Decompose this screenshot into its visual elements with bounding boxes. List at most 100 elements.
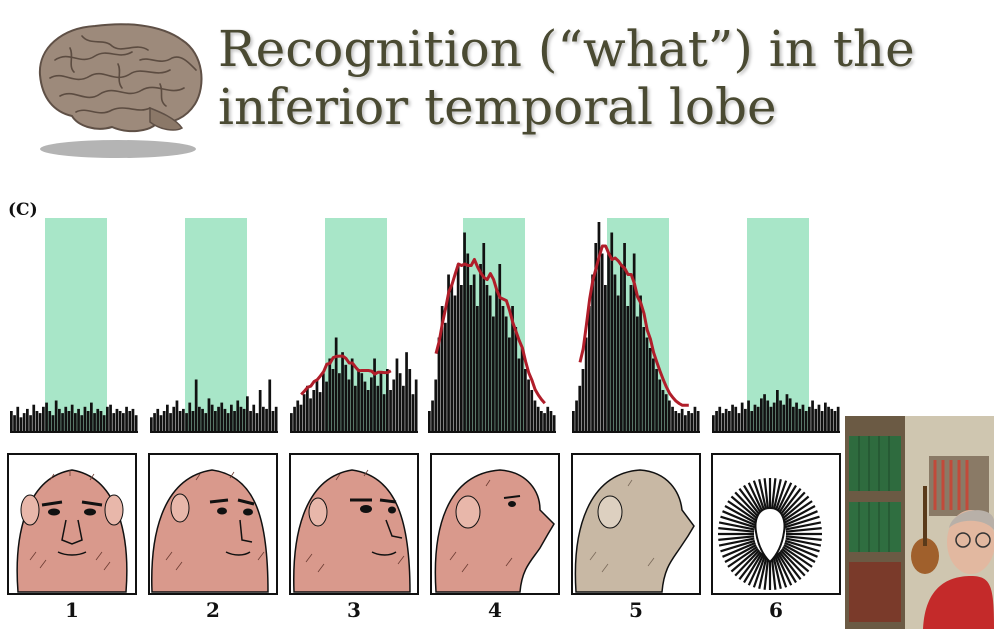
histogram-bar — [661, 390, 665, 432]
histogram-bar — [824, 402, 827, 432]
histogram-bar — [680, 408, 684, 432]
histogram-bar — [411, 394, 415, 432]
histogram-bar — [322, 373, 325, 432]
histogram-bar — [115, 408, 119, 432]
histogram-bar — [437, 337, 441, 432]
histogram-bar — [191, 411, 195, 432]
radial-spoke — [720, 515, 756, 529]
stimulus-number-4: 4 — [488, 598, 502, 622]
histogram-bar — [520, 348, 524, 432]
slide-title-line1: Recognition (“what”) in the — [218, 20, 915, 78]
histogram-bar — [26, 408, 29, 432]
presenter-head — [947, 510, 994, 574]
histogram-bar — [645, 337, 649, 432]
radial-spoke — [758, 555, 768, 590]
stimulus-number-1: 1 — [65, 598, 79, 622]
histogram-bar — [32, 404, 36, 432]
presenter-webcam — [845, 416, 994, 629]
histogram-bar — [262, 406, 265, 432]
radial-spoke — [777, 484, 797, 516]
histogram-bar — [230, 404, 233, 432]
histogram-bar — [83, 406, 87, 432]
histogram-bar — [795, 402, 798, 432]
histogram-bar — [54, 400, 58, 432]
histogram-bar — [347, 379, 351, 432]
histogram-bar — [664, 394, 668, 432]
histogram-bar — [80, 415, 84, 432]
histogram-bar — [233, 411, 236, 432]
histogram-bar — [674, 411, 678, 432]
histogram-bar — [296, 400, 300, 432]
histogram-bar — [616, 295, 620, 432]
histogram-bar — [312, 390, 316, 432]
histogram-bar — [693, 406, 697, 432]
histogram-bar — [604, 285, 607, 432]
histogram-bar — [207, 398, 211, 432]
histogram-bar — [408, 369, 412, 432]
histogram-bar — [482, 243, 486, 432]
radial-spoke — [722, 510, 756, 527]
histogram-bar — [440, 306, 444, 432]
histogram-bar — [382, 394, 386, 432]
histogram-bar — [575, 400, 578, 432]
histogram-bar — [198, 406, 201, 432]
histogram-bar — [811, 400, 814, 432]
radial-spoke — [784, 541, 818, 558]
histogram-bar — [16, 406, 20, 432]
histogram-bar — [760, 398, 763, 432]
histogram-bar — [766, 400, 770, 432]
histogram-bar — [306, 385, 309, 432]
histogram-bar — [447, 274, 450, 432]
radial-spoke — [773, 554, 788, 588]
guitar-icon — [911, 538, 939, 574]
histogram-bar — [122, 413, 125, 432]
histogram-bar — [763, 394, 766, 432]
histogram-bar — [93, 413, 96, 432]
radial-spoke — [782, 545, 813, 568]
histogram-bar — [804, 411, 808, 432]
histogram-bar — [444, 322, 447, 432]
histogram-bar — [785, 394, 789, 432]
histogram-bar — [740, 402, 744, 432]
histogram-bar — [492, 316, 495, 432]
histogram-bar — [591, 274, 594, 432]
radial-spoke — [770, 555, 777, 590]
histogram-bar — [134, 415, 138, 432]
histogram-bar — [318, 392, 322, 432]
histogram-bar — [220, 402, 224, 432]
firing-rate-trace-3 — [300, 354, 392, 396]
histogram-bar — [584, 337, 588, 432]
histogram-bar — [271, 411, 275, 432]
histogram-bar — [331, 369, 335, 432]
histogram-bar — [217, 406, 220, 432]
histogram-bar — [58, 408, 61, 432]
histogram-bar — [395, 358, 399, 432]
radial-spoke — [752, 554, 767, 588]
presenter-shirt — [923, 576, 994, 629]
histogram-bar — [128, 411, 132, 432]
radial-spoke — [785, 527, 822, 533]
histogram-bar — [357, 369, 360, 432]
histogram-bar — [488, 295, 492, 432]
histogram-bar — [42, 406, 45, 432]
panel-label: (C) — [8, 200, 38, 220]
histogram-bar — [162, 411, 166, 432]
histogram-bar — [366, 390, 370, 432]
histogram-bar — [540, 411, 543, 432]
histogram-bar — [772, 402, 776, 432]
histogram-bar — [45, 402, 48, 432]
histogram-bar — [620, 264, 623, 432]
radial-spoke — [734, 549, 761, 577]
radial-spoke — [738, 488, 762, 517]
histogram-bar — [788, 398, 792, 432]
radial-spoke — [785, 537, 822, 547]
histogram-bar — [658, 379, 662, 432]
stimulus-number-3: 3 — [347, 598, 361, 622]
radial-spoke — [778, 551, 802, 580]
histogram-bar — [379, 373, 383, 432]
radial-spoke — [763, 478, 770, 513]
radial-spoke — [718, 535, 755, 541]
histogram-bar — [508, 337, 511, 432]
